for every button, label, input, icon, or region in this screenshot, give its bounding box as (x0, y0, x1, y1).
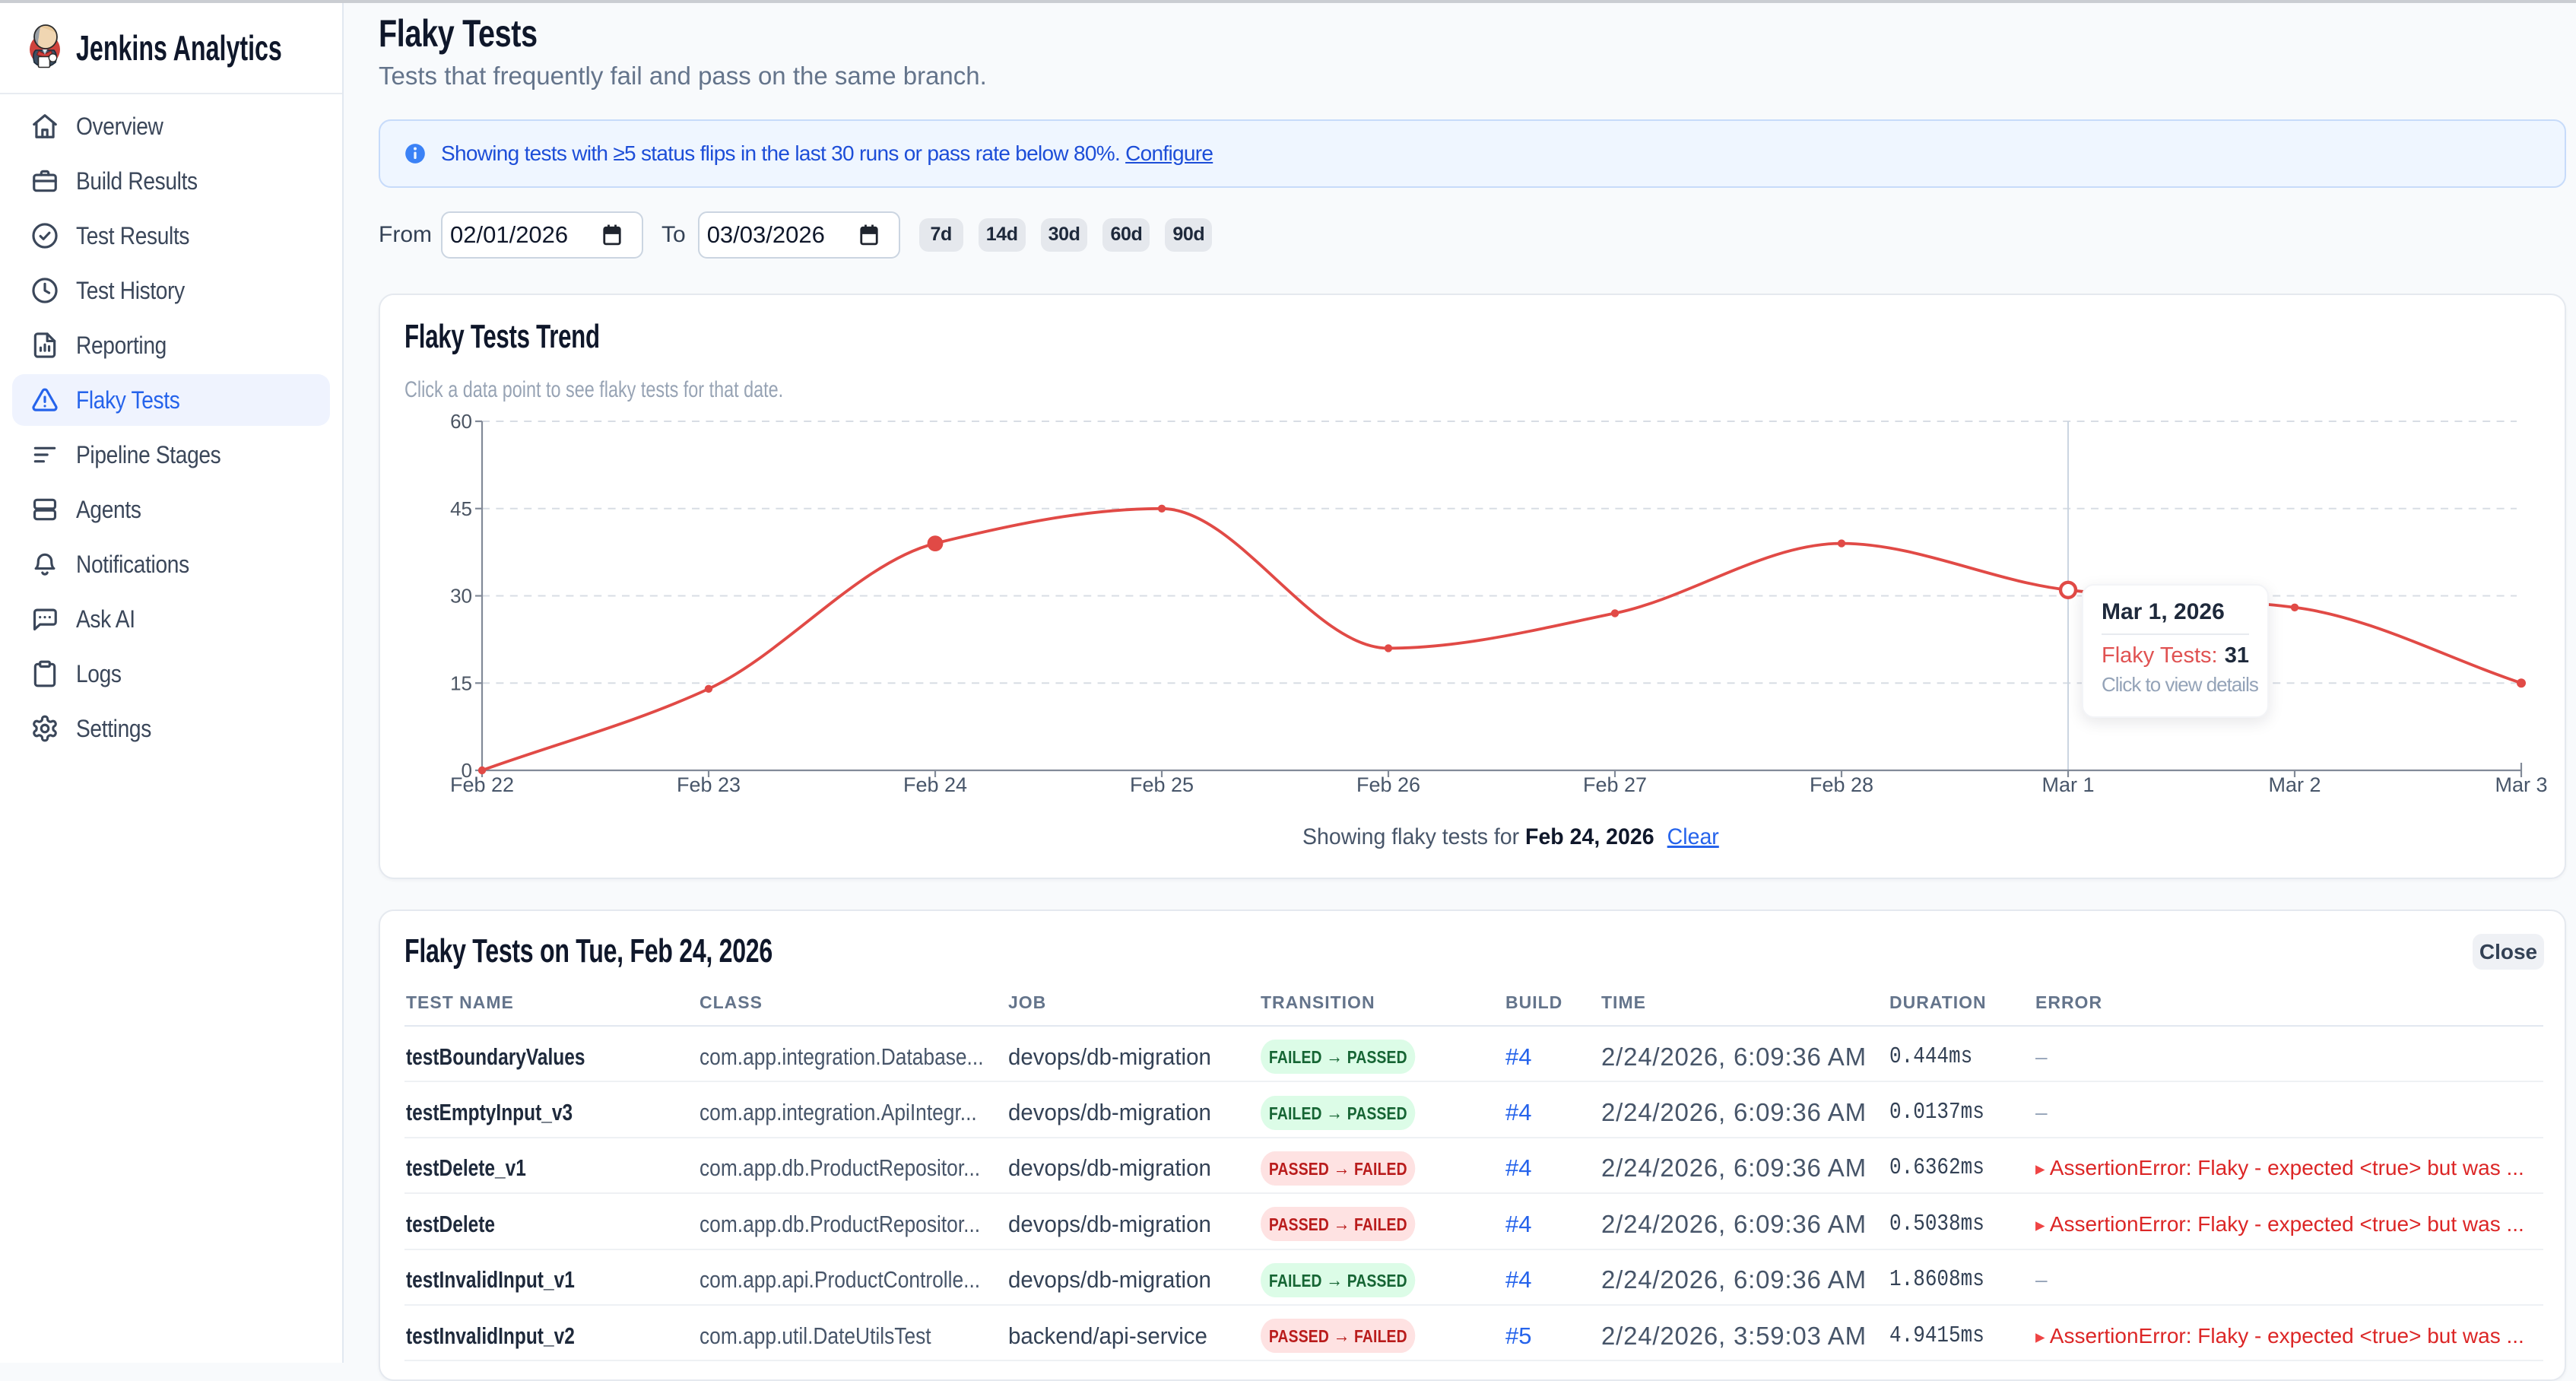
svg-text:15: 15 (450, 671, 472, 694)
svg-text:Feb 22: Feb 22 (450, 773, 514, 796)
svg-text:Feb 28: Feb 28 (1810, 773, 1873, 796)
svg-text:60: 60 (450, 410, 472, 433)
svg-text:Feb 26: Feb 26 (1356, 773, 1420, 796)
svg-text:45: 45 (450, 497, 472, 519)
svg-text:Feb 27: Feb 27 (1583, 773, 1647, 796)
svg-text:Feb 23: Feb 23 (677, 773, 741, 796)
svg-text:Mar 2: Mar 2 (2268, 773, 2321, 796)
svg-text:30: 30 (450, 584, 472, 607)
svg-text:Mar 3: Mar 3 (2495, 773, 2547, 796)
svg-text:Feb 24: Feb 24 (903, 773, 967, 796)
svg-text:0: 0 (462, 759, 472, 782)
svg-text:Mar 1: Mar 1 (2041, 773, 2094, 796)
svg-text:Feb 25: Feb 25 (1130, 773, 1194, 796)
